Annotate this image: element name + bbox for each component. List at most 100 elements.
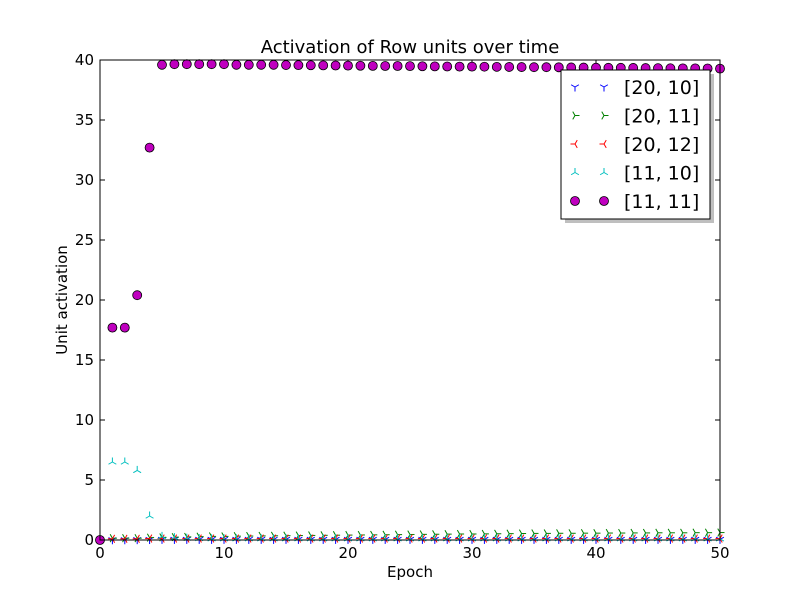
data-point: [132, 290, 143, 301]
x-tick-label: 50: [710, 544, 729, 562]
x-tick-label: 0: [95, 544, 105, 562]
legend-entry: [20, 10]: [570, 77, 699, 99]
legend-marker: [572, 111, 580, 120]
legend-marker: [599, 168, 609, 176]
data-point: [531, 529, 539, 538]
data-point: [108, 457, 117, 465]
data-marks: [95, 59, 725, 545]
legend-label: [11, 10]: [624, 163, 699, 185]
data-point: [181, 59, 192, 70]
data-point: [516, 62, 527, 72]
data-point: [132, 534, 140, 543]
data-point: [120, 457, 129, 465]
data-point: [392, 61, 403, 71]
data-point: [330, 60, 341, 71]
legend: [20, 10] [20, 11] [20, 12] [11, 10] [11, 11]: [560, 69, 714, 223]
data-point: [170, 533, 179, 541]
legend-marker: [570, 139, 578, 149]
data-point: [355, 60, 366, 71]
y-tick-label: 15: [75, 351, 94, 369]
data-point: [655, 528, 663, 537]
data-point: [219, 59, 229, 70]
data-point: [157, 531, 167, 540]
legend-entry: [20, 12]: [570, 134, 699, 156]
data-point: [568, 529, 576, 538]
y-tick-label: 0: [84, 531, 94, 549]
legend-marker: [599, 139, 607, 149]
data-point: [518, 529, 527, 538]
y-tick-label: 25: [75, 231, 94, 249]
data-point: [491, 61, 502, 72]
data-point: [206, 59, 217, 70]
data-point: [467, 61, 477, 72]
data-point: [107, 534, 116, 543]
data-point: [268, 59, 279, 70]
data-point: [692, 528, 700, 537]
data-point: [343, 60, 353, 71]
legend-entry: [11, 11]: [570, 191, 699, 213]
data-point: [243, 59, 254, 70]
legend-marker: [570, 168, 580, 176]
legend-label: [20, 12]: [624, 134, 699, 156]
data-point: [367, 60, 378, 71]
chart-title: Activation of Row units over time: [261, 37, 560, 58]
axis-ticks: 0 10 20 30 40 50 0 5 10 15 20 25 30 35 40: [75, 51, 730, 562]
data-point: [293, 60, 304, 71]
legend-marker: [570, 84, 580, 92]
data-point: [305, 60, 316, 71]
data-point: [704, 528, 713, 537]
data-point: [529, 62, 539, 73]
data-point: [429, 61, 440, 72]
data-point: [504, 62, 515, 72]
data-point: [667, 528, 675, 537]
y-tick-label: 20: [75, 291, 94, 309]
legend-entry: [20, 11]: [572, 106, 699, 128]
data-point: [543, 529, 551, 538]
data-point: [618, 528, 626, 538]
y-tick-label: 30: [75, 171, 94, 189]
data-point: [556, 529, 564, 538]
data-point: [642, 528, 651, 538]
legend-marker: [599, 84, 609, 92]
x-axis-label: Epoch: [387, 563, 433, 581]
data-point: [405, 61, 415, 72]
x-tick-label: 40: [586, 544, 605, 562]
data-point: [318, 60, 329, 71]
data-point: [454, 61, 465, 72]
legend-label: [11, 11]: [624, 191, 699, 213]
legend-label: [20, 10]: [624, 77, 699, 99]
data-point: [107, 322, 118, 333]
x-tick-label: 10: [214, 544, 233, 562]
data-point: [580, 529, 589, 538]
y-tick-label: 5: [84, 471, 94, 489]
legend-marker: [599, 196, 609, 206]
data-point: [380, 61, 391, 71]
y-tick-label: 35: [75, 111, 94, 129]
data-point: [417, 61, 428, 72]
data-point: [256, 59, 267, 70]
data-point: [145, 511, 154, 519]
data-point: [194, 59, 205, 70]
legend-marker: [601, 111, 609, 120]
data-point: [680, 528, 688, 537]
y-axis-label: Unit activation: [53, 245, 71, 355]
data-point: [120, 534, 128, 543]
data-point: [605, 528, 613, 538]
data-point: [119, 322, 130, 333]
x-tick-label: 30: [462, 544, 481, 562]
data-point: [506, 529, 514, 538]
data-point: [145, 534, 153, 543]
legend-entry: [11, 10]: [570, 163, 699, 185]
data-point: [231, 59, 242, 70]
data-point: [479, 61, 490, 72]
y-tick-label: 10: [75, 411, 94, 429]
data-point: [157, 59, 167, 70]
data-point: [442, 61, 453, 72]
data-point: [169, 59, 180, 70]
plot-frame: [99, 59, 721, 541]
y-tick-label: 40: [75, 51, 94, 69]
data-point: [593, 529, 601, 538]
data-point: [281, 60, 291, 70]
